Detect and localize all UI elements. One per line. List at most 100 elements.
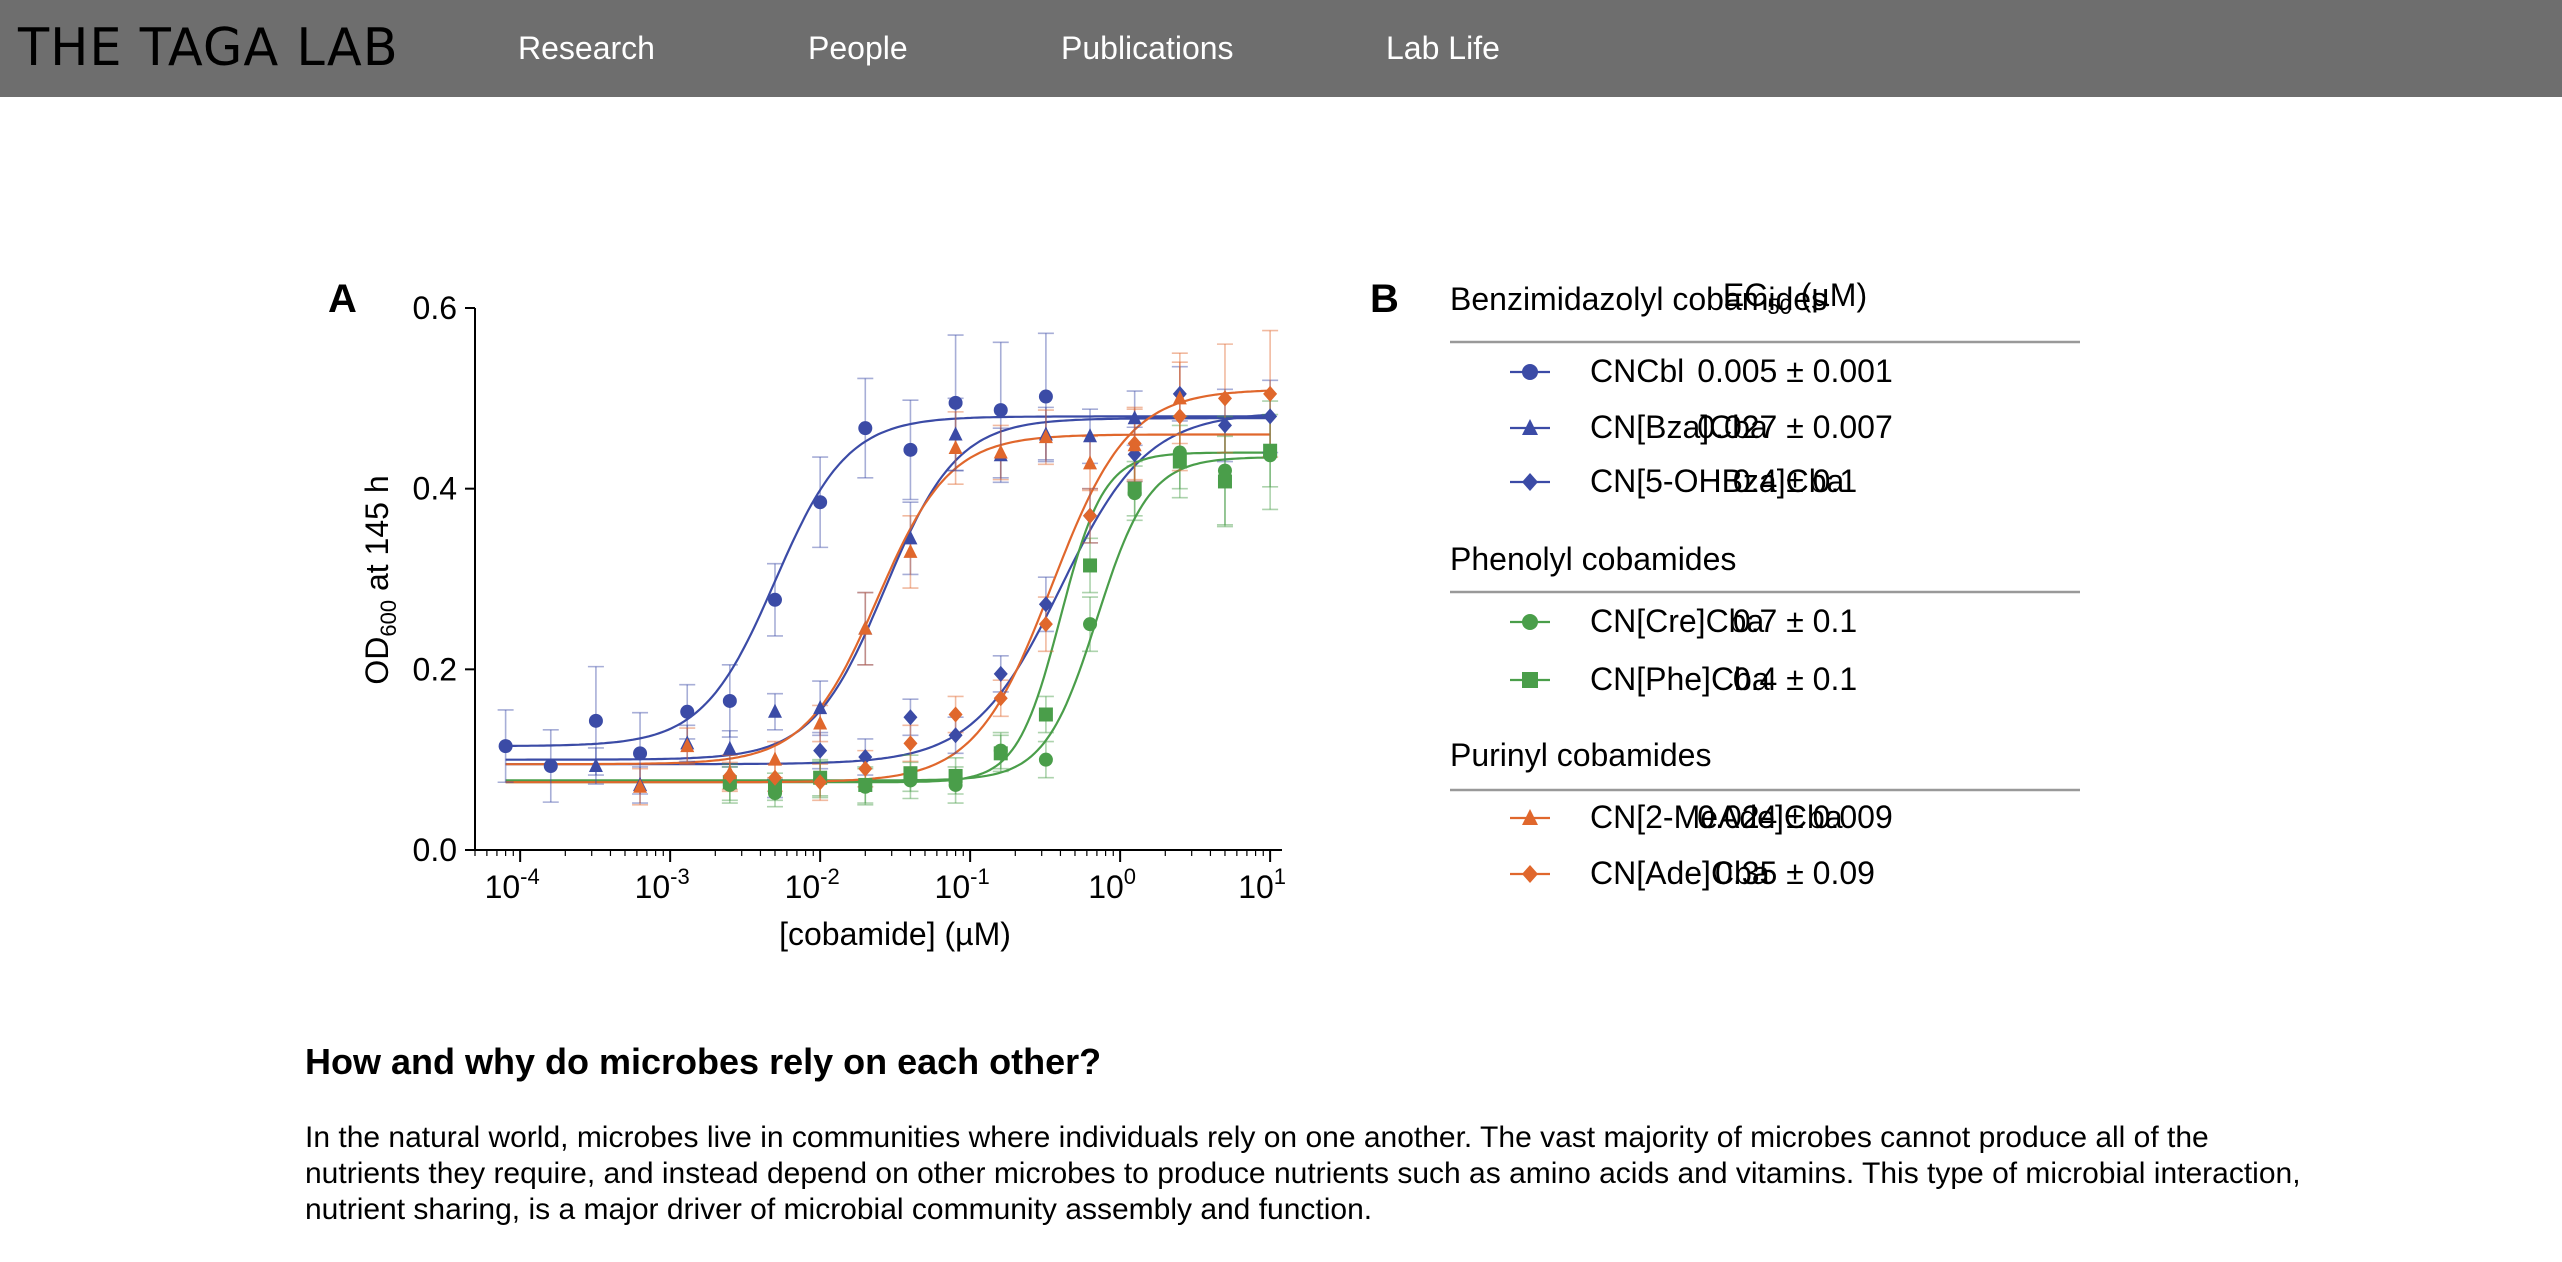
group-title: Benzimidazolyl cobamides bbox=[1450, 281, 1827, 317]
panel-a-label: A bbox=[328, 277, 357, 321]
data-point bbox=[722, 767, 737, 784]
data-point bbox=[1083, 507, 1098, 524]
data-point bbox=[993, 746, 1008, 761]
y-axis-label: OD600 at 145 h bbox=[359, 475, 401, 684]
data-point bbox=[1127, 481, 1142, 496]
dose-response-chart: 0.0 0.2 0.4 0.6 10-4 10-3 10-2 10-1 100 101 [coba… bbox=[359, 290, 1286, 952]
fit-curve bbox=[505, 389, 1271, 784]
data-point bbox=[858, 777, 873, 792]
y-tick-label: 0.4 bbox=[413, 471, 457, 507]
data-point bbox=[1263, 443, 1278, 458]
data-point bbox=[1172, 390, 1187, 405]
fit-curve bbox=[505, 433, 1271, 766]
figure-svg: A B 0.0 0.2 0.4 0.6 10-4 10-3 10-2 10-1 100 101 [… bbox=[328, 277, 2080, 952]
y-tick-label: 0.0 bbox=[413, 832, 457, 868]
compound-name: CNCbl bbox=[1590, 353, 1684, 389]
data-point bbox=[858, 760, 873, 777]
data-point bbox=[948, 426, 963, 441]
legend-marker bbox=[1522, 614, 1538, 630]
data-point bbox=[813, 715, 828, 730]
x-tick-label: 10-3 bbox=[635, 864, 690, 905]
data-point bbox=[588, 713, 603, 728]
data-point bbox=[948, 395, 963, 410]
nav-people[interactable]: People bbox=[808, 30, 908, 66]
data-point bbox=[767, 779, 782, 794]
data-point bbox=[1038, 752, 1053, 767]
site-logo[interactable]: THE TAGA LAB bbox=[18, 18, 399, 78]
legend-marker bbox=[1522, 419, 1538, 435]
ec50-value: 0.005 ± 0.001 bbox=[1697, 353, 1893, 389]
section-heading: How and why do microbes rely on each oth… bbox=[305, 1041, 1102, 1082]
data-point bbox=[1083, 428, 1098, 443]
compound-name: CN[Bza]Cba bbox=[1590, 409, 1768, 445]
data-point bbox=[588, 757, 603, 772]
data-point bbox=[1127, 435, 1142, 452]
data-point bbox=[633, 746, 648, 761]
x-tick-label: 10-2 bbox=[785, 864, 840, 905]
data-point bbox=[813, 700, 828, 715]
nav-research[interactable]: Research bbox=[518, 30, 655, 66]
data-point bbox=[767, 703, 782, 718]
data-point bbox=[993, 444, 1008, 459]
ec50-header: EC50 (µM) bbox=[1723, 277, 1867, 319]
data-point bbox=[1038, 429, 1053, 444]
x-tick-label: 10-4 bbox=[485, 864, 540, 905]
data-point bbox=[1083, 558, 1098, 573]
data-point bbox=[1217, 474, 1232, 489]
data-point bbox=[903, 735, 918, 752]
x-tick-label: 100 bbox=[1088, 864, 1136, 905]
data-point bbox=[993, 665, 1008, 682]
x-tick-label: 101 bbox=[1238, 864, 1286, 905]
data-point bbox=[948, 706, 963, 723]
compound-name: CN[Cre]Cba bbox=[1590, 603, 1764, 639]
data-point bbox=[767, 769, 782, 786]
data-point bbox=[903, 442, 918, 457]
data-point bbox=[1038, 707, 1053, 722]
y-tick-label: 0.6 bbox=[413, 290, 457, 326]
x-axis-label: [cobamide] (µM) bbox=[779, 916, 1011, 952]
compound-name: CN[Ade]Cba bbox=[1590, 855, 1770, 891]
data-point bbox=[813, 495, 828, 510]
fit-curve bbox=[505, 413, 1271, 766]
data-point bbox=[948, 727, 963, 744]
intro-paragraph: In the natural world, microbes live in c… bbox=[305, 1121, 2301, 1226]
ec50-value: 0.4 ± 0.1 bbox=[1733, 661, 1857, 697]
data-point bbox=[1217, 463, 1232, 478]
data-point bbox=[948, 768, 963, 783]
data-point bbox=[722, 740, 737, 755]
data-point bbox=[1217, 390, 1232, 407]
data-point bbox=[1263, 385, 1278, 402]
data-point bbox=[1217, 417, 1232, 434]
top-navigation-bar: THE TAGA LAB Research People Publication… bbox=[0, 0, 2562, 97]
data-point bbox=[858, 620, 873, 635]
data-point bbox=[1038, 389, 1053, 404]
legend-marker bbox=[1522, 672, 1538, 688]
data-point bbox=[633, 778, 648, 793]
x-tick-label: 10-1 bbox=[935, 864, 990, 905]
compound-name: CN[2-MeAde]Cba bbox=[1590, 799, 1843, 835]
ec50-value: 0.35 ± 0.09 bbox=[1715, 855, 1875, 891]
ec50-value: 0.4 ± 0.1 bbox=[1733, 463, 1857, 499]
ec50-value: 0.024 ± 0.009 bbox=[1697, 799, 1893, 835]
legend-marker bbox=[1522, 473, 1538, 491]
data-point bbox=[903, 530, 918, 545]
data-point bbox=[680, 738, 695, 753]
data-point bbox=[543, 758, 558, 773]
legend-marker bbox=[1522, 865, 1538, 883]
nav-publications[interactable]: Publications bbox=[1061, 30, 1234, 66]
data-point bbox=[1083, 617, 1098, 632]
data-point bbox=[903, 709, 918, 726]
panel-b-label: B bbox=[1370, 277, 1399, 321]
legend-marker bbox=[1522, 364, 1538, 380]
data-point bbox=[767, 751, 782, 766]
group-title: Phenolyl cobamides bbox=[1450, 541, 1736, 577]
group-title: Purinyl cobamides bbox=[1450, 737, 1711, 773]
legend-marker bbox=[1522, 809, 1538, 825]
y-tick-label: 0.2 bbox=[413, 651, 457, 687]
fit-curve bbox=[505, 456, 1271, 782]
data-point bbox=[813, 742, 828, 759]
nav-lab-life[interactable]: Lab Life bbox=[1386, 30, 1500, 66]
data-point bbox=[993, 690, 1008, 707]
ec50-value: 0.027 ± 0.007 bbox=[1697, 409, 1893, 445]
fit-curve bbox=[505, 415, 1271, 747]
